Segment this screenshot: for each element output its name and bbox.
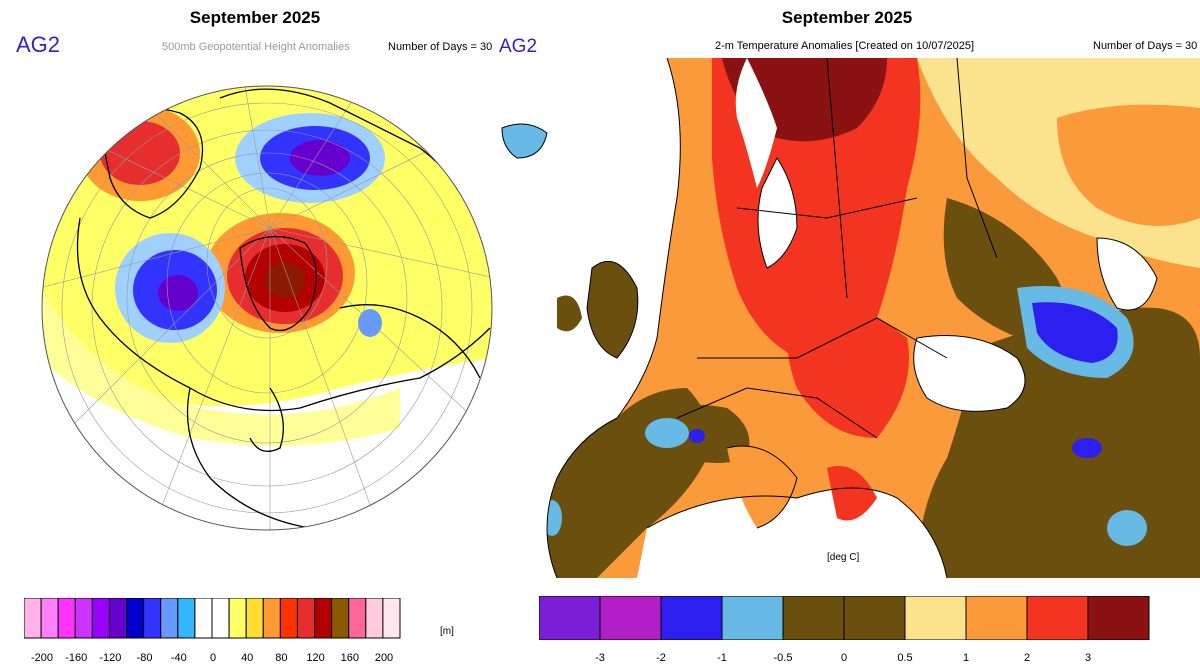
right-brand-label: AG2	[499, 36, 538, 57]
temperature-colorbar-tick-label: 1	[962, 652, 970, 664]
iceland	[502, 124, 547, 158]
height-colorbar-tick-label: 120	[306, 652, 325, 664]
caspian-sea	[1097, 238, 1157, 310]
temperature-colorbar-tick-label: -0.5	[773, 652, 793, 664]
height-colorbar-swatch	[57, 598, 76, 639]
height-colorbar-tick-label: 40	[241, 652, 254, 664]
height-colorbar-tick-label: -40	[170, 652, 187, 664]
caucasus-cold-spot	[1032, 302, 1118, 363]
height-colorbar-tick-label: -200	[30, 652, 54, 664]
left-days-count: Number of Days = 30	[388, 41, 493, 53]
coastlines-borders	[501, 58, 1158, 578]
temperature-colorbar-swatch	[965, 596, 1028, 640]
height-colorbar-tick-label: 80	[275, 652, 288, 664]
temperature-colorbar-tick-label: 3	[1084, 652, 1092, 664]
height-colorbar-swatch	[245, 598, 264, 639]
left-map-title: September 2025	[189, 8, 321, 27]
temperature-colorbar-tick-label: 0	[840, 652, 848, 664]
right-map-subtitle: 2-m Temperature Anomalies [Created on 10…	[715, 40, 975, 52]
left-map-subtitle: 500mb Geopotential Height Anomalies	[162, 41, 350, 53]
height-colorbar	[24, 598, 401, 639]
temperature-colorbar-swatch	[904, 596, 967, 640]
temperature-colorbar-swatch	[1026, 596, 1089, 640]
temperature-panel: September 2025 AG2 2-m Temperature Anoma…	[497, 0, 1200, 670]
temperature-colorbar-swatch	[721, 596, 784, 640]
temperature-europe-map	[497, 58, 1200, 578]
weak-positive-band	[42, 288, 400, 446]
height-colorbar-swatch	[279, 598, 298, 639]
height-colorbar-swatch	[91, 598, 110, 639]
height-colorbar-swatch	[74, 598, 93, 639]
geopotential-panel: September 2025 AG2 500mb Geopotential He…	[0, 0, 495, 670]
temperature-colorbar-tick-label: -3	[595, 652, 605, 664]
temperature-unit-label: [deg C]	[827, 552, 860, 563]
height-colorbar-tick-label: -160	[65, 652, 88, 664]
height-colorbar-swatch	[331, 598, 350, 639]
height-colorbar-swatch	[24, 598, 42, 639]
height-colorbar-swatch	[194, 598, 213, 639]
right-days-count: Number of Days = 30	[1093, 40, 1198, 52]
height-colorbar-swatch	[143, 598, 162, 639]
height-colorbar-swatch	[314, 598, 333, 639]
height-colorbar-swatch	[382, 598, 401, 639]
height-colorbar-tick-label: 200	[374, 652, 394, 664]
height-colorbar-swatch	[348, 598, 367, 639]
temperature-colorbar-tick-label: -2	[656, 652, 666, 664]
temperature-colorbar-swatch	[782, 596, 845, 640]
height-colorbar-swatch	[177, 598, 196, 639]
temperature-colorbar-tick-label: 2	[1023, 652, 1031, 664]
temperature-colorbar	[539, 596, 1150, 640]
height-colorbar-swatch	[126, 598, 145, 639]
temperature-colorbar-swatch	[539, 596, 601, 640]
height-unit-label: [m]	[440, 626, 454, 637]
height-colorbar-swatch	[40, 598, 59, 639]
height-colorbar-swatch	[296, 598, 316, 639]
height-colorbar-tick-label: 160	[340, 652, 359, 664]
british-isles	[587, 261, 638, 358]
height-colorbar-swatch	[108, 598, 128, 639]
height-colorbar-tick-label: -120	[99, 652, 122, 664]
height-colorbar-swatch	[211, 598, 230, 639]
height-colorbar-tick-label: -80	[136, 652, 153, 664]
height-colorbar-tick-label: 0	[209, 652, 217, 664]
temperature-colorbar-swatch	[1087, 596, 1150, 640]
height-colorbar-swatch	[262, 598, 281, 639]
temperature-colorbar-tick-label: 0.5	[897, 652, 913, 664]
temperature-colorbar-swatch	[599, 596, 662, 640]
mediterranean-sea	[637, 488, 947, 578]
left-brand-label: AG2	[16, 32, 61, 57]
height-colorbar-swatch	[365, 598, 384, 639]
geopotential-globe-map	[41, 85, 493, 531]
temperature-colorbar-tick-label: -1	[717, 652, 727, 664]
right-map-title: September 2025	[781, 8, 913, 27]
height-colorbar-swatch	[160, 598, 179, 639]
temperature-colorbar-swatch	[843, 596, 906, 640]
height-colorbar-swatch	[228, 598, 247, 639]
temperature-colorbar-swatch	[660, 596, 723, 640]
